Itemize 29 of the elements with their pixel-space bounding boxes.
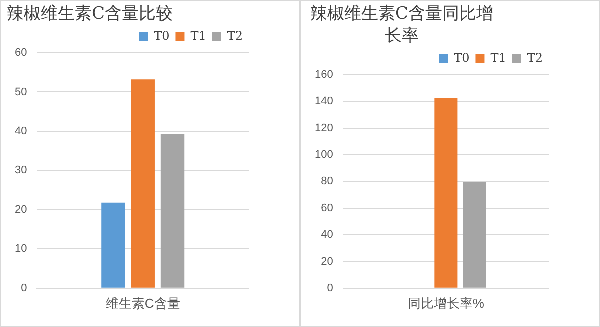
y-tick-label: 60 [14,47,28,60]
y-tick-label: 0 [327,282,334,294]
chart-title: 辣椒维生素C含量同比增长率 [309,3,494,47]
y-tick-label: 10 [14,243,28,256]
bar [102,202,126,288]
chart-title: 辣椒维生素C含量比较 [7,3,174,25]
bar [160,134,185,288]
y-tick-label: 140 [314,96,334,108]
y-tick-label: 20 [14,204,28,216]
legend-label: T1 [190,29,206,44]
legend-label: T1 [490,51,506,66]
y-tick-label: 80 [321,176,334,188]
bar [131,80,155,288]
y-tick-label: 160 [314,69,334,82]
y-tick-label: 30 [14,164,28,177]
legend-label: T2 [227,29,243,44]
y-tick-label: 100 [314,149,334,162]
y-tick-label: 40 [321,229,334,242]
y-tick-label: 0 [21,282,28,294]
legend-label: T0 [454,51,470,66]
y-tick-label: 120 [314,122,334,134]
y-tick-label: 40 [14,126,28,138]
x-tick-label: 同比增长率% [408,296,485,311]
legend-label: T2 [527,51,543,66]
y-tick-label: 50 [14,86,28,98]
legend-label: T0 [154,29,170,44]
x-tick-label: 维生素C含量 [106,296,180,311]
y-tick-label: 60 [321,202,334,214]
y-tick-label: 20 [321,256,334,268]
